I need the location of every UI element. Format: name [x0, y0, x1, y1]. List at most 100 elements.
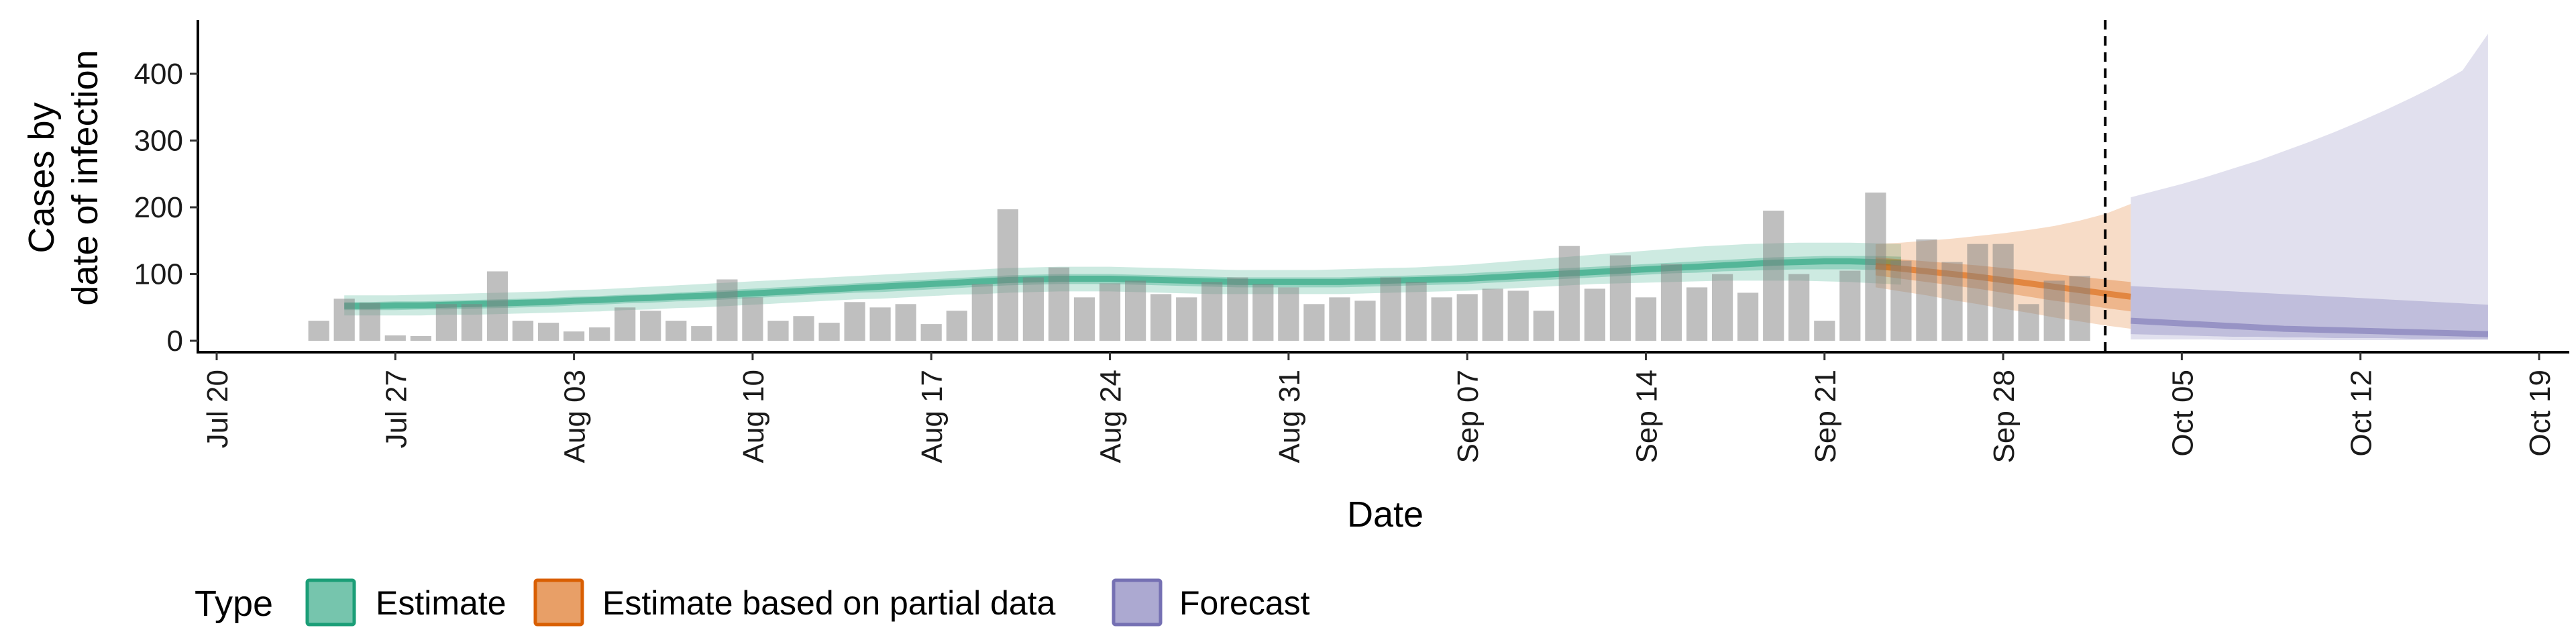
case-bar: [1507, 290, 1529, 341]
case-bar: [1992, 244, 2014, 341]
case-bar: [1456, 294, 1478, 341]
legend: Type Estimate Estimate based on partial d…: [195, 578, 1310, 627]
observed-cases-bars: [308, 193, 2090, 341]
x-tick-label: Aug 10: [737, 370, 770, 463]
case-bar: [869, 307, 891, 341]
case-bar: [359, 303, 380, 341]
legend-swatch: [1112, 578, 1163, 627]
case-bar: [920, 324, 942, 341]
case-bar: [1201, 282, 1223, 341]
case-bar: [1584, 288, 1605, 341]
case-bar: [2018, 304, 2039, 341]
case-bar: [1405, 282, 1427, 341]
ribbon-90-2: [2131, 34, 2488, 341]
x-tick-label: Oct 05: [2166, 370, 2199, 457]
x-tick-label: Sep 14: [1631, 370, 1664, 463]
axes: 0 100 200 300 400 Jul 20 Jul 27 Aug 03 Aug 10 Aug…: [134, 20, 2569, 463]
legend-swatch: [533, 578, 584, 627]
case-bar: [1712, 274, 1733, 341]
x-tick-label: Aug 24: [1095, 370, 1128, 463]
case-bar: [1125, 280, 1146, 341]
x-tick-label: Sep 07: [1452, 370, 1485, 463]
x-tick-label: Aug 03: [559, 370, 592, 463]
y-tick-label: 200: [134, 191, 183, 224]
y-tick-label: 100: [134, 258, 183, 291]
case-bar: [1788, 274, 1810, 341]
legend-label: Forecast: [1179, 584, 1310, 622]
case-bar: [1099, 283, 1121, 341]
case-bar: [1814, 321, 1835, 341]
x-axis-title: Date: [1347, 494, 1424, 535]
case-bar: [1941, 262, 1963, 341]
case-bar: [2043, 280, 2065, 341]
case-bar: [1329, 297, 1350, 341]
x-tick-label: Jul 27: [380, 370, 413, 448]
case-bar: [1763, 211, 1784, 341]
case-bar: [767, 321, 789, 341]
legend-title: Type: [195, 584, 273, 624]
case-bar: [564, 331, 585, 341]
case-bar: [640, 311, 661, 341]
case-bar: [1048, 267, 1070, 341]
case-bar: [1278, 287, 1299, 341]
median-line-2: [2131, 317, 2489, 337]
case-bar: [793, 316, 814, 341]
case-bar: [512, 321, 534, 341]
case-bar: [1558, 246, 1580, 341]
y-tick-label: 400: [134, 58, 183, 91]
case-bar: [1737, 292, 1759, 341]
case-bar: [1022, 277, 1044, 341]
case-bar: [1967, 244, 1988, 341]
case-bar: [997, 209, 1018, 341]
x-tick-label: Aug 17: [916, 370, 949, 463]
case-bar: [742, 297, 763, 341]
legend-label: Estimate: [376, 584, 506, 622]
case-bar: [1380, 277, 1401, 341]
case-bar: [614, 307, 636, 341]
case-bar: [1839, 270, 1861, 341]
case-bar: [691, 326, 712, 341]
case-bar: [589, 327, 610, 341]
case-bar: [1890, 260, 1912, 341]
case-bar: [2069, 276, 2090, 341]
case-bar: [308, 321, 329, 341]
case-bar: [1176, 297, 1197, 341]
case-bar: [1635, 297, 1657, 341]
case-bar: [1660, 264, 1682, 341]
legend-swatch: [305, 578, 356, 627]
case-bar: [1431, 297, 1452, 341]
case-bar: [1916, 239, 1937, 341]
case-bar: [716, 279, 738, 341]
case-bar: [1227, 277, 1248, 341]
y-axis-title-line-1: Cases by: [21, 102, 62, 253]
case-bar: [1150, 294, 1172, 341]
case-bar: [1609, 255, 1631, 341]
x-tick-label: Oct 19: [2524, 370, 2557, 457]
x-tick-label: Aug 31: [1273, 370, 1306, 463]
case-bar: [1073, 297, 1095, 341]
x-tick-label: Sep 28: [1988, 370, 2021, 463]
case-bar: [538, 323, 559, 341]
case-bar: [1354, 301, 1376, 341]
y-tick-label: 300: [134, 125, 183, 158]
case-bar: [410, 336, 431, 341]
x-tick-label: Oct 12: [2345, 370, 2378, 457]
x-tick-label: Sep 21: [1809, 370, 1842, 463]
median-line-0: [344, 258, 1902, 309]
case-bar: [1482, 288, 1503, 341]
x-tick-label: Jul 20: [201, 370, 234, 448]
case-bar: [461, 304, 482, 341]
case-bar: [1686, 287, 1708, 341]
case-bar: [971, 284, 993, 341]
case-bar: [384, 335, 406, 341]
case-bar: [1303, 304, 1325, 341]
case-bar: [1252, 284, 1274, 341]
y-tick-label: 0: [167, 325, 183, 358]
case-bar: [818, 323, 840, 341]
case-bar: [895, 304, 916, 341]
case-bar: [844, 302, 865, 341]
case-bar: [435, 304, 457, 341]
case-bar: [333, 299, 355, 341]
case-bar: [486, 271, 508, 341]
